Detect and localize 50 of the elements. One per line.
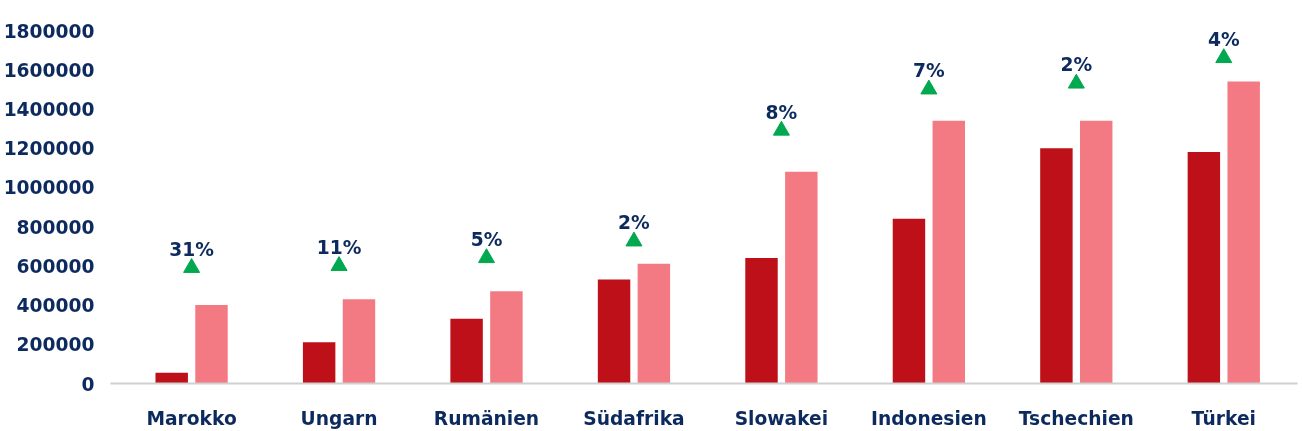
x-tick-label: Rumänien — [433, 407, 540, 429]
y-tick-label: 1000000 — [3, 177, 95, 199]
y-tick-label: 600000 — [16, 255, 95, 277]
point — [330, 256, 348, 271]
annotation: 2% — [1060, 54, 1093, 76]
y-tick-label: 1200000 — [3, 138, 95, 160]
y-tick-label: 1800000 — [3, 20, 95, 42]
bar — [1187, 152, 1221, 384]
bar — [932, 120, 965, 384]
x-tick-label: Indonesien — [870, 407, 987, 429]
y-tick-label: 200000 — [16, 334, 95, 356]
bar — [785, 171, 818, 384]
y-tick-label: 0 — [81, 373, 95, 395]
bar — [490, 291, 523, 384]
y-tick-label: 800000 — [16, 216, 95, 238]
bar — [745, 257, 778, 384]
x-tick-label: Tschechien — [1018, 407, 1134, 429]
bar — [892, 218, 926, 384]
point — [920, 79, 938, 95]
bar — [342, 299, 376, 384]
point — [1067, 73, 1085, 89]
point — [183, 258, 201, 273]
point — [772, 120, 790, 136]
point — [478, 248, 496, 264]
annotation: 5% — [470, 228, 503, 250]
y-tick-label: 1600000 — [3, 59, 95, 81]
x-tick-label: Slowakei — [734, 407, 829, 429]
bar — [597, 279, 631, 384]
bar — [637, 263, 671, 384]
annotation: 11% — [316, 236, 362, 258]
point — [1215, 48, 1233, 64]
bar — [195, 305, 228, 384]
bar — [1040, 148, 1073, 384]
x-tick-label: Ungarn — [300, 407, 378, 429]
annotation: 4% — [1207, 28, 1240, 50]
y-tick-label: 1400000 — [3, 98, 95, 120]
point — [625, 231, 643, 247]
annotation: 8% — [765, 101, 798, 123]
x-tick-label: Südafrika — [583, 407, 685, 429]
bar — [1227, 81, 1260, 384]
bar — [302, 342, 336, 384]
x-tick-label: Marokko — [146, 407, 237, 429]
y-tick-label: 400000 — [16, 295, 95, 317]
bar — [155, 372, 188, 384]
bar — [1080, 120, 1113, 384]
annotation: 31% — [169, 238, 215, 260]
annotation: 7% — [913, 60, 946, 82]
bar — [450, 318, 483, 384]
annotation: 2% — [618, 212, 651, 234]
x-tick-label: Türkei — [1191, 407, 1256, 429]
